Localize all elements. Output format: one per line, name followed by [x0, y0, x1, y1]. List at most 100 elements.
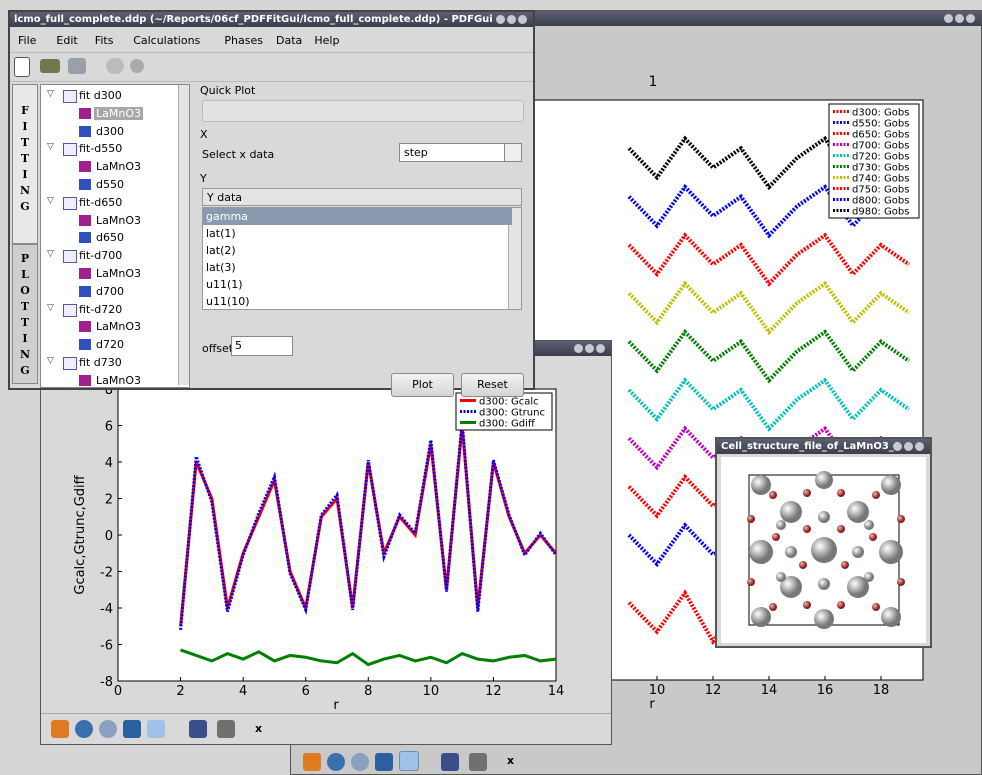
quick-plot-button[interactable] [202, 100, 524, 122]
back-icon[interactable] [327, 753, 345, 771]
tab-label: FITTING [19, 103, 31, 215]
select-value: step [404, 146, 428, 159]
list-item[interactable]: lat(2) [203, 242, 512, 259]
menu-item[interactable]: Edit [56, 34, 77, 47]
save-icon[interactable] [441, 753, 459, 771]
tree-node[interactable]: fit-d650 [79, 196, 122, 209]
tree-node[interactable]: LaMnO3 [94, 160, 143, 173]
menu-item[interactable]: Data [276, 34, 302, 47]
main-window: lcmo_full_complete.ddp (~/Reports/06cf_P… [8, 10, 535, 390]
new-icon[interactable] [14, 57, 30, 77]
node-icon [79, 286, 91, 297]
legend-label: d730: Gobs [852, 163, 909, 174]
window-buttons[interactable] [891, 441, 927, 452]
forward-icon[interactable] [99, 720, 117, 738]
list-item[interactable]: lat(1) [203, 225, 512, 242]
expander: ▽ [47, 196, 54, 206]
node-icon [79, 126, 91, 137]
pan-icon[interactable] [375, 753, 393, 771]
save-icon[interactable] [189, 720, 207, 738]
tree-node[interactable]: d650 [94, 231, 126, 244]
tree-node[interactable]: fit-d700 [79, 249, 122, 262]
y-tick-label: -8 [100, 675, 113, 690]
list-item[interactable]: lat(3) [203, 259, 512, 276]
tree-node[interactable]: LaMnO3 [94, 267, 143, 280]
menu-item[interactable]: File [18, 34, 36, 47]
legend-label: d300: Gtrunc [479, 408, 545, 419]
tree-node[interactable]: fit-d550 [79, 142, 122, 155]
desktop: 10121416181rd300: Gobsd550: Gobsd650: Go… [0, 0, 982, 775]
tree-node[interactable]: LaMnO3 [94, 374, 143, 387]
field-label: Select x data [202, 148, 274, 161]
tree-node[interactable]: fit d300 [79, 89, 122, 102]
x-tick-label: 2 [176, 684, 184, 699]
title-bar: Cell_structure_file_of_LaMnO3_0 [717, 439, 930, 454]
x-tick-label: 14 [548, 684, 565, 699]
mid-plot: 02468101214-8-6-4-202468rGcalc,Gtrunc,Gd… [41, 341, 611, 711]
menu-item[interactable]: Calculations [133, 34, 200, 47]
tab[interactable]: FITTING [12, 84, 38, 244]
chart-title: 1 [649, 74, 658, 90]
list-item[interactable]: u11(1) [203, 276, 512, 293]
x-tick-label: 0 [114, 684, 122, 699]
plot-area [118, 389, 556, 681]
config-icon[interactable] [217, 720, 235, 738]
tree-node[interactable]: LaMnO3 [94, 107, 143, 120]
legend-label: d700: Gobs [852, 141, 909, 152]
x-tick-label: 18 [873, 683, 890, 698]
scrollbar[interactable] [178, 85, 189, 385]
header-label: Y data [207, 191, 242, 204]
reset-button[interactable]: Reset [461, 373, 524, 397]
tab-label: PLOTTING [19, 251, 31, 379]
pan-icon[interactable] [123, 720, 141, 738]
node-icon [79, 339, 91, 350]
list-item[interactable]: gamma [203, 208, 512, 225]
list-item[interactable]: u11(10) [203, 293, 512, 310]
legend-label: d750: Gobs [852, 185, 909, 196]
legend-label: d980: Gobs [852, 207, 909, 218]
fit-icon [63, 197, 77, 210]
node-icon [79, 268, 91, 279]
zoom-icon[interactable] [399, 751, 419, 771]
save-icon[interactable] [68, 58, 86, 74]
window-buttons[interactable] [494, 14, 530, 25]
zoom-icon[interactable] [147, 720, 165, 738]
column-header[interactable]: Y data [202, 188, 522, 206]
x-select[interactable]: step [399, 143, 522, 162]
tree-node[interactable]: fit-d720 [79, 303, 122, 316]
stop-icon[interactable] [130, 59, 144, 73]
node-icon [79, 375, 91, 386]
forward-icon[interactable] [351, 753, 369, 771]
home-icon[interactable] [303, 753, 321, 771]
menu-item[interactable]: Phases [224, 34, 263, 47]
tree-node[interactable]: fit d730 [79, 356, 122, 369]
node-icon [79, 108, 91, 119]
node-icon [79, 179, 91, 190]
tree-node[interactable]: d720 [94, 338, 126, 351]
offset-input[interactable]: 5 [231, 336, 293, 356]
config-icon[interactable] [469, 753, 487, 771]
back-icon[interactable] [75, 720, 93, 738]
expander: ▽ [47, 356, 54, 366]
tree-node[interactable]: LaMnO3 [94, 320, 143, 333]
tree-node[interactable]: d300 [94, 125, 126, 138]
home-icon[interactable] [51, 720, 69, 738]
y-tick-label: 2 [105, 493, 113, 508]
menu-item[interactable]: Help [314, 34, 339, 47]
y-tick-label: -6 [100, 639, 113, 654]
section-label: X [200, 128, 208, 141]
tab[interactable]: PLOTTING [12, 244, 38, 384]
plot-button[interactable]: Plot [391, 373, 454, 397]
run-icon[interactable] [106, 58, 124, 74]
open-icon[interactable] [40, 59, 60, 73]
fit-icon [63, 250, 77, 263]
tree-node[interactable]: d700 [94, 285, 126, 298]
tree-node[interactable]: d550 [94, 178, 126, 191]
x-axis-label: r [333, 698, 339, 711]
expander: ▽ [47, 89, 54, 99]
tree-node[interactable]: LaMnO3 [94, 214, 143, 227]
coordinate-readout: x [255, 722, 262, 735]
x-tick-label: 16 [817, 683, 834, 698]
menu-item[interactable]: Fits [95, 34, 114, 47]
